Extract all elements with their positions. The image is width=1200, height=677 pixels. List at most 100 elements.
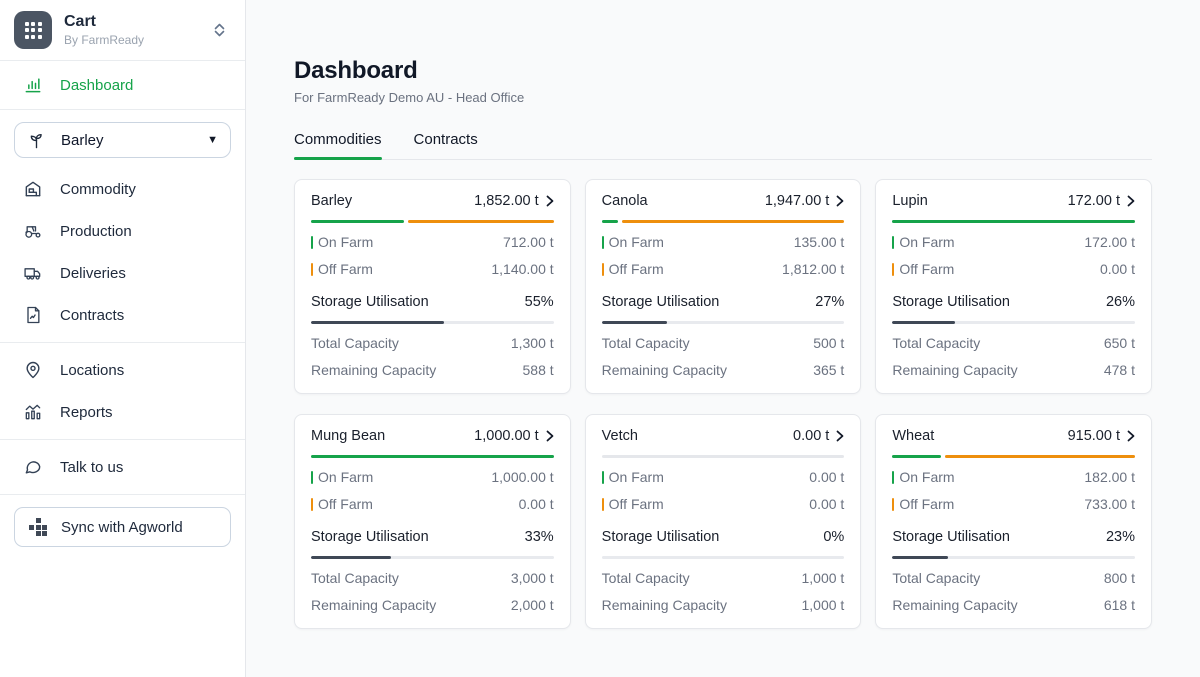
- on-off-farm-bar: [601, 455, 845, 458]
- sidebar-item-label: Contracts: [60, 306, 125, 324]
- commodity-total: 1,852.00 t: [474, 193, 554, 209]
- off-farm-label: Off Farm: [311, 261, 373, 277]
- sidebar-item-talk-to-us[interactable]: Talk to us: [0, 446, 245, 488]
- commodity-card[interactable]: Vetch 0.00 t On Farm 0.00 t Off Farm 0.0…: [584, 414, 862, 629]
- off-farm-value: 733.00 t: [1084, 496, 1135, 512]
- commodity-card[interactable]: Barley 1,852.00 t On Farm 712.00 t Off F…: [294, 179, 571, 394]
- commodity-card[interactable]: Mung Bean 1,000.00 t On Farm 1,000.00 t …: [294, 414, 571, 629]
- green-tick-icon: [601, 235, 604, 249]
- app-switcher-chevrons-icon[interactable]: [214, 23, 225, 37]
- sidebar-item-dashboard[interactable]: Dashboard: [0, 61, 245, 109]
- commodity-name: Vetch: [601, 428, 638, 444]
- utilisation-fill: [311, 556, 392, 559]
- commodity-total-value: 1,947.00 t: [764, 193, 830, 209]
- chevron-right-icon[interactable]: [836, 195, 844, 207]
- truck-icon: [22, 262, 44, 284]
- sidebar-item-reports[interactable]: Reports: [0, 391, 245, 433]
- chevron-right-icon[interactable]: [546, 195, 554, 207]
- sidebar-item-locations[interactable]: Locations: [0, 349, 245, 391]
- off-farm-value: 1,140.00 t: [491, 261, 554, 277]
- total-capacity-value: 800 t: [1103, 570, 1135, 586]
- sidebar-item-label: Commodity: [60, 180, 136, 198]
- utilisation-bar: [892, 556, 1135, 559]
- report-chart-icon: [22, 401, 44, 423]
- commodity-total-value: 172.00 t: [1067, 193, 1120, 209]
- on-farm-segment: [892, 455, 941, 458]
- total-capacity-label: Total Capacity: [311, 570, 399, 586]
- sidebar-item-commodity[interactable]: Commodity: [0, 168, 245, 210]
- on-farm-segment: [892, 220, 1135, 223]
- commodity-total: 1,947.00 t: [765, 193, 845, 209]
- storage-utilisation-label: Storage Utilisation: [892, 529, 1010, 545]
- remaining-capacity-label: Remaining Capacity: [892, 597, 1018, 613]
- app-title: Cart: [64, 13, 97, 31]
- agworld-icon: [29, 518, 47, 536]
- commodity-card[interactable]: Canola 1,947.00 t On Farm 135.00 t Off F…: [584, 179, 862, 394]
- commodity-name: Mung Bean: [311, 428, 386, 444]
- chevron-right-icon[interactable]: [836, 430, 844, 442]
- commodity-total-value: 915.00 t: [1067, 428, 1120, 444]
- on-off-farm-bar: [311, 455, 554, 458]
- off-farm-label: Off Farm: [311, 496, 373, 512]
- sync-agworld-button[interactable]: Sync with Agworld: [14, 507, 231, 547]
- chevron-right-icon[interactable]: [546, 430, 554, 442]
- off-farm-label: Off Farm: [601, 261, 664, 277]
- off-farm-value: 0.00 t: [809, 496, 845, 512]
- commodity-name: Lupin: [892, 193, 928, 209]
- orange-tick-icon: [892, 497, 895, 511]
- sidebar-item-production[interactable]: Production: [0, 210, 245, 252]
- sidebar-item-label: Production: [60, 222, 132, 240]
- sidebar-item-label: Deliveries: [60, 264, 126, 282]
- tab-contracts[interactable]: Contracts: [413, 131, 478, 148]
- on-farm-value: 1,000.00 t: [491, 469, 554, 485]
- tab-bar: Commodities Contracts: [294, 131, 1152, 160]
- commodity-total-value: 1,000.00 t: [474, 428, 539, 444]
- remaining-capacity-value: 478 t: [1103, 362, 1135, 378]
- on-off-farm-bar: [892, 455, 1135, 458]
- map-pin-icon: [22, 359, 44, 381]
- sidebar-item-label: Talk to us: [60, 458, 124, 476]
- off-farm-label: Off Farm: [892, 496, 954, 512]
- commodity-selector[interactable]: Barley ▼: [14, 122, 231, 158]
- total-capacity-value: 500 t: [813, 335, 845, 351]
- sidebar-item-contracts[interactable]: Contracts: [0, 294, 245, 336]
- total-capacity-value: 1,300 t: [510, 335, 554, 351]
- tab-commodities[interactable]: Commodities: [294, 131, 382, 160]
- orange-tick-icon: [311, 497, 313, 511]
- sidebar-divider: [0, 494, 245, 495]
- storage-utilisation-value: 23%: [1105, 529, 1135, 545]
- on-farm-segment: [601, 220, 619, 223]
- commodity-card[interactable]: Wheat 915.00 t On Farm 182.00 t Off Farm…: [875, 414, 1152, 629]
- chevron-right-icon[interactable]: [1127, 195, 1135, 207]
- on-off-farm-bar: [892, 220, 1135, 223]
- total-capacity-label: Total Capacity: [311, 335, 399, 351]
- commodity-total: 172.00 t: [1068, 193, 1135, 209]
- commodity-card[interactable]: Lupin 172.00 t On Farm 172.00 t Off Farm…: [875, 179, 1152, 394]
- sidebar-item-deliveries[interactable]: Deliveries: [0, 252, 245, 294]
- off-farm-value: 1,812.00 t: [782, 261, 845, 277]
- storage-utilisation-label: Storage Utilisation: [892, 294, 1010, 310]
- off-farm-segment: [622, 220, 845, 223]
- storage-utilisation-value: 33%: [524, 529, 554, 545]
- commodity-total: 915.00 t: [1068, 428, 1135, 444]
- storage-utilisation-value: 0%: [823, 529, 845, 545]
- on-farm-value: 712.00 t: [503, 234, 554, 250]
- sidebar: Cart By FarmReady Dashboard Ba: [0, 0, 246, 677]
- on-farm-label: On Farm: [311, 469, 373, 485]
- total-capacity-label: Total Capacity: [892, 570, 981, 586]
- on-off-farm-bar: [311, 220, 554, 223]
- remaining-capacity-label: Remaining Capacity: [311, 597, 437, 613]
- utilisation-fill: [892, 321, 956, 324]
- commodity-total: 0.00 t: [793, 428, 844, 444]
- commodity-total: 1,000.00 t: [474, 428, 554, 444]
- utilisation-fill: [311, 321, 445, 324]
- chevron-right-icon[interactable]: [1127, 430, 1135, 442]
- app-switcher[interactable]: Cart By FarmReady: [0, 0, 245, 60]
- storage-utilisation-value: 27%: [815, 294, 845, 310]
- commodity-grid: Barley 1,852.00 t On Farm 712.00 t Off F…: [294, 179, 1152, 629]
- utilisation-bar: [601, 556, 845, 559]
- orange-tick-icon: [311, 262, 313, 276]
- green-tick-icon: [892, 470, 895, 484]
- utilisation-bar: [311, 321, 554, 324]
- grid-dots-icon: [24, 21, 42, 39]
